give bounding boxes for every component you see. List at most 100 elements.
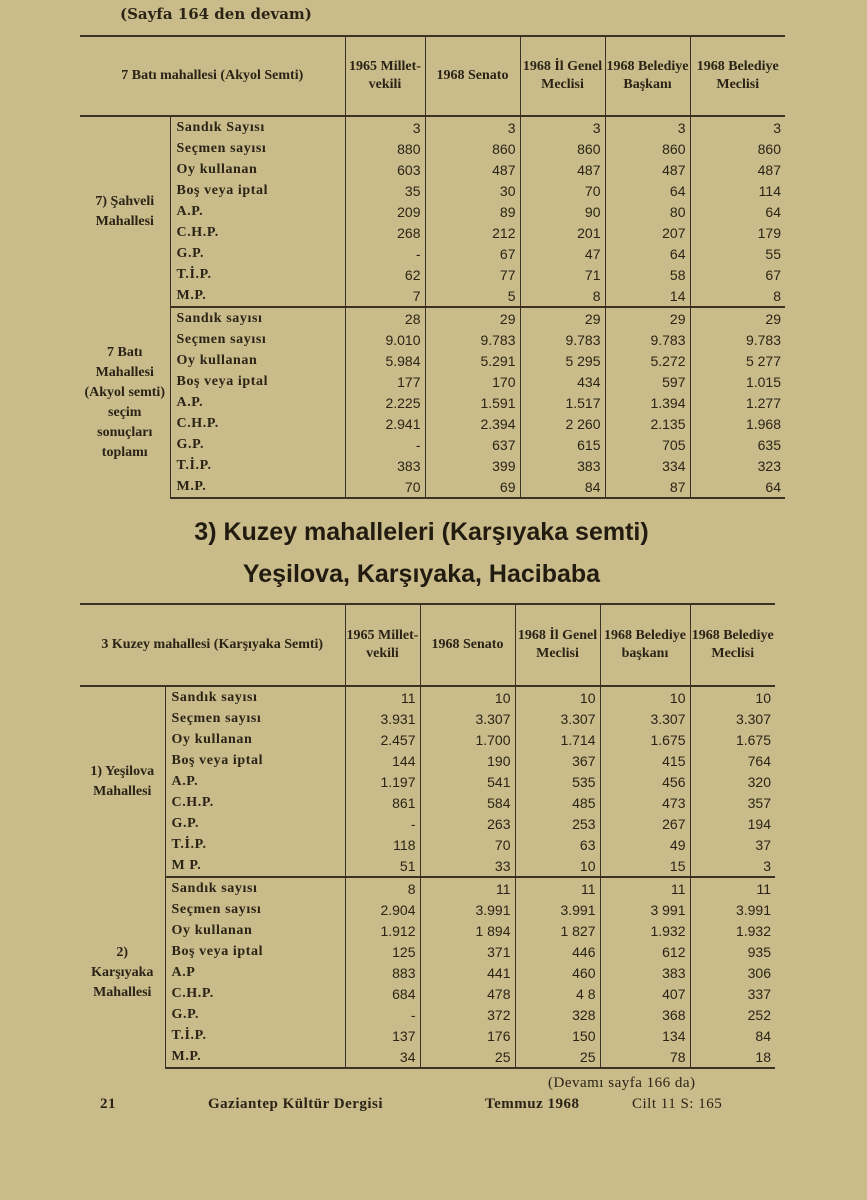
cell-value: 1.591 [424,392,520,413]
row-label: Oy kullanan [169,159,345,180]
cell-value: - [344,434,425,455]
column-header: 1968 Belediye Meclisi [689,36,785,117]
cell-value: 860 [689,138,785,159]
row-label: Boş veya iptal [164,941,345,962]
cell-value: 635 [689,434,785,455]
row-label: Sandık sayısı [164,686,345,708]
table-row: C.H.P. 861 584 485 473 357 [80,792,775,813]
table-row: M.P. 34 25 25 78 18 [80,1046,775,1069]
table-row: T.İ.P. 137 176 150 134 84 [80,1025,775,1046]
cell-value: 15 [599,855,690,878]
election-table-kuzey: 3 Kuzey mahallesi (Karşıyaka Semti) 1965… [80,603,775,1069]
table-row: Oy kullanan 2.457 1.700 1.714 1.675 1.675 [80,729,775,750]
cell-value: 399 [424,455,520,476]
cell-value: 10 [514,686,600,708]
cell-value: 3.991 [689,899,775,920]
cell-value: 535 [514,771,600,792]
cell-value: 11 [514,877,600,899]
cell-value: 25 [419,1046,515,1069]
table-row: Boş veya iptal 35 30 70 64 114 [80,180,785,201]
cell-value: 434 [519,371,605,392]
cell-value: 441 [419,962,515,983]
cell-value: 487 [424,159,520,180]
cell-value: 306 [689,962,775,983]
cell-value: 478 [419,983,515,1004]
cell-value: 10 [514,855,600,878]
cell-value: 14 [604,285,690,308]
cell-value: 861 [344,792,420,813]
table-row: 7) Şahveli Mahallesi Sandık Sayısı 3 3 3 3 3 [80,116,785,229]
column-header: 1968 Belediye Başkanı [604,36,690,117]
cell-value: 2.394 [424,413,520,434]
row-label: T.İ.P. [164,834,345,855]
cell-value: 2 260 [519,413,605,434]
region-name: 7 Batı Mahallesi (Akyol semti) seçim son… [84,344,166,460]
cell-value: 2.225 [344,392,425,413]
cell-value: 18 [689,1046,775,1069]
table-row: Boş veya iptal 125 371 446 612 935 [80,941,775,962]
cell-value: 84 [689,1025,775,1046]
cell-value: 3.991 [514,899,600,920]
table-row: Boş veya iptal 177 170 434 597 1.015 [80,371,785,392]
cell-value: 1.517 [519,392,605,413]
cell-value: 487 [519,159,605,180]
cell-value: 177 [344,371,425,392]
cell-value: 4 8 [514,983,600,1004]
cell-value: 51 [344,855,420,878]
cell-value: 705 [604,434,690,455]
cell-value: 5 295 [519,350,605,371]
cell-value: 5.984 [344,350,425,371]
table-row: C.H.P. 268 212 201 207 179 [80,222,785,243]
cell-value: 764 [689,750,775,771]
cell-value: 860 [604,138,690,159]
cell-value: 368 [599,1004,690,1025]
cell-value: 137 [344,1025,420,1046]
cell-value: 63 [514,834,600,855]
cell-value: 11 [344,686,420,708]
region-name: 2) Karşıyaka Mahallesi [91,944,154,1000]
cell-value: 487 [604,159,690,180]
cell-value: 8 [519,285,605,308]
cell-value: 615 [519,434,605,455]
cell-value: 407 [599,983,690,1004]
cell-value: 487 [689,159,785,180]
table-row: G.P. -637 615 705 635 [80,434,785,455]
row-label: G.P. [169,434,345,455]
journal-name: Gaziantep Kültür Dergisi [208,1096,384,1112]
row-label: A.P. [169,201,345,222]
region-name: 7) Şahveli Mahallesi [95,194,155,229]
cell-value: 55 [689,243,785,264]
table-row: Seçmen sayısı 880 860 860 860 860 [80,138,785,159]
cell-value: 3 [424,116,520,138]
cell-value: 612 [599,941,690,962]
table-row: 1) Yeşilova Mahallesi Sandık sayısı 11 10 10… [80,686,775,799]
cell-value: 7 [344,285,425,308]
cell-value: 320 [689,771,775,792]
row-label: M.P. [169,476,345,499]
cell-value: 70 [344,476,425,499]
cell-value: 190 [419,750,515,771]
cell-value: 3.307 [419,708,515,729]
table-row: Boş veya iptal 144 190 367 415 764 [80,750,775,771]
row-label: A.P [164,962,345,983]
table-row: T.İ.P. 383 399 383 334 323 [80,455,785,476]
cell-value: 371 [419,941,515,962]
cell-value: 78 [599,1046,690,1069]
column-header: 1968 Belediye Meclisi [689,604,775,687]
cell-value: 935 [689,941,775,962]
column-header: 1968 Senato [424,36,520,117]
cell-value: - [344,813,420,834]
cell-value: 25 [514,1046,600,1069]
column-header: 1965 Millet-vekili [344,604,420,687]
cell-value: 860 [519,138,605,159]
cell-value: 1 827 [514,920,600,941]
cell-value: 1.932 [689,920,775,941]
cell-value: 37 [689,834,775,855]
cell-value: 5 277 [689,350,785,371]
cell-value: 334 [604,455,690,476]
cell-value: 860 [424,138,520,159]
cell-value: - [344,1004,420,1025]
cell-value: 29 [604,307,690,329]
cell-value: 64 [689,476,785,499]
row-label: T.İ.P. [164,1025,345,1046]
